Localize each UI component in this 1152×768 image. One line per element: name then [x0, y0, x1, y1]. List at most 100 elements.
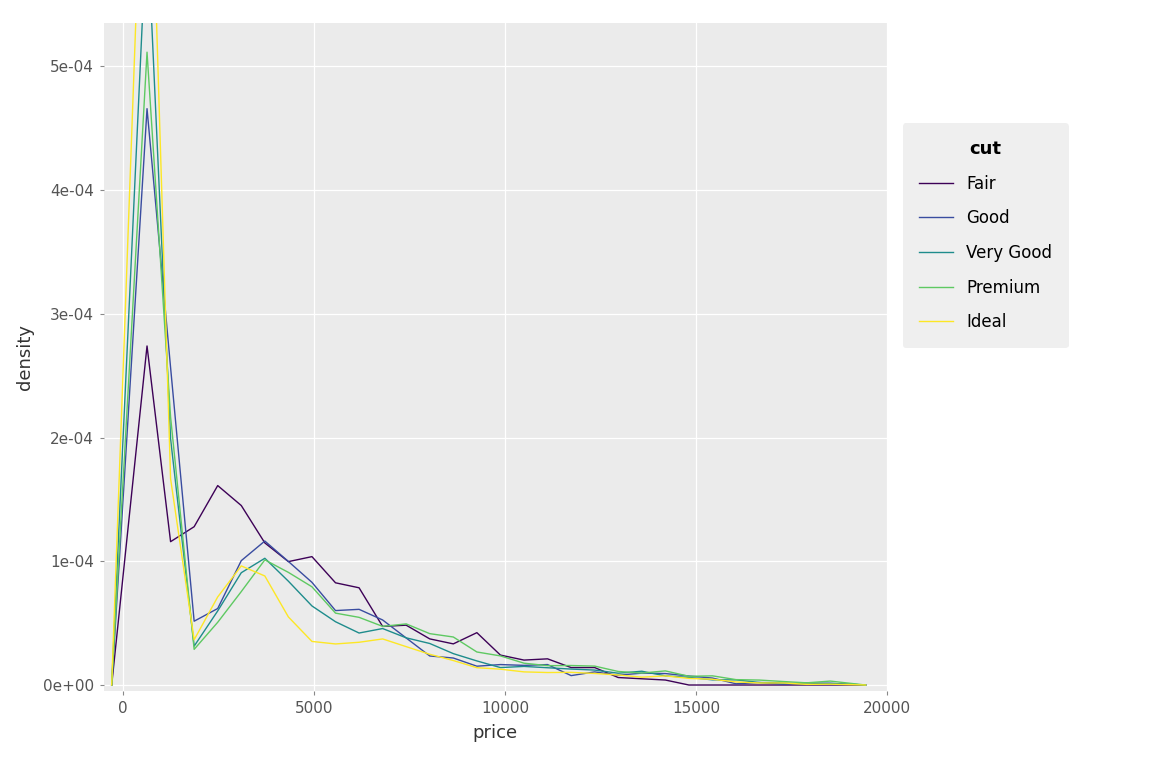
- Ideal: [211, 592, 225, 601]
- Fair: [540, 654, 554, 664]
- Line: Premium: Premium: [112, 52, 865, 685]
- Very Good: [659, 671, 673, 680]
- Good: [328, 606, 342, 615]
- Fair: [682, 680, 696, 690]
- Fair: [258, 538, 272, 548]
- Fair: [423, 634, 437, 644]
- Ideal: [105, 680, 119, 690]
- Ideal: [588, 669, 601, 678]
- Good: [564, 671, 578, 680]
- Fair: [281, 557, 295, 566]
- Fair: [799, 680, 813, 690]
- Premium: [858, 680, 872, 690]
- Premium: [752, 676, 766, 685]
- Ideal: [776, 678, 790, 687]
- Very Good: [400, 634, 414, 643]
- Line: Good: Good: [112, 108, 865, 685]
- Ideal: [752, 678, 766, 687]
- Good: [447, 654, 461, 663]
- Line: Very Good: Very Good: [112, 0, 865, 685]
- Ideal: [612, 670, 626, 680]
- Ideal: [470, 663, 484, 672]
- Premium: [635, 668, 649, 677]
- Good: [659, 669, 673, 678]
- Very Good: [164, 434, 177, 443]
- Premium: [353, 613, 366, 622]
- Premium: [105, 680, 119, 690]
- Very Good: [517, 662, 531, 671]
- Very Good: [493, 663, 507, 672]
- Fair: [470, 628, 484, 637]
- Fair: [376, 622, 389, 631]
- Very Good: [281, 577, 295, 586]
- Very Good: [211, 606, 225, 615]
- Fair: [705, 680, 719, 690]
- Premium: [376, 622, 389, 631]
- Good: [376, 615, 389, 624]
- Good: [612, 670, 626, 680]
- Ideal: [400, 642, 414, 651]
- Fair: [141, 341, 154, 350]
- Ideal: [682, 674, 696, 683]
- Good: [635, 668, 649, 677]
- Fair: [824, 680, 838, 690]
- Premium: [400, 619, 414, 628]
- Premium: [423, 629, 437, 638]
- Premium: [799, 678, 813, 687]
- Good: [824, 679, 838, 688]
- Premium: [682, 672, 696, 681]
- Very Good: [328, 617, 342, 627]
- Fair: [234, 501, 248, 510]
- Good: [470, 661, 484, 670]
- Premium: [517, 659, 531, 668]
- Ideal: [281, 612, 295, 621]
- Very Good: [305, 601, 319, 611]
- Ideal: [858, 680, 872, 690]
- Ideal: [423, 650, 437, 659]
- Ideal: [305, 637, 319, 646]
- Premium: [729, 675, 743, 684]
- Very Good: [752, 678, 766, 687]
- Fair: [517, 655, 531, 664]
- Good: [776, 680, 790, 689]
- Fair: [305, 552, 319, 561]
- Fair: [493, 650, 507, 660]
- Ideal: [164, 474, 177, 483]
- Premium: [141, 48, 154, 57]
- Ideal: [799, 680, 813, 689]
- Very Good: [447, 649, 461, 658]
- Ideal: [376, 634, 389, 644]
- Good: [423, 651, 437, 660]
- Fair: [635, 674, 649, 684]
- Good: [211, 604, 225, 613]
- Very Good: [612, 669, 626, 678]
- Premium: [447, 632, 461, 641]
- Premium: [258, 555, 272, 564]
- Good: [729, 679, 743, 688]
- Fair: [776, 680, 790, 690]
- Ideal: [517, 667, 531, 677]
- Legend: Fair, Good, Very Good, Premium, Ideal: Fair, Good, Very Good, Premium, Ideal: [903, 124, 1069, 348]
- Premium: [705, 671, 719, 680]
- Premium: [281, 568, 295, 577]
- Good: [588, 667, 601, 677]
- Very Good: [353, 628, 366, 637]
- Very Good: [540, 663, 554, 672]
- Premium: [328, 608, 342, 617]
- Very Good: [682, 673, 696, 682]
- Ideal: [729, 677, 743, 687]
- Good: [752, 678, 766, 687]
- Good: [141, 104, 154, 113]
- Fair: [858, 680, 872, 690]
- Premium: [824, 677, 838, 686]
- Very Good: [564, 664, 578, 674]
- Very Good: [858, 680, 872, 690]
- Premium: [540, 661, 554, 670]
- Ideal: [328, 639, 342, 648]
- Very Good: [635, 667, 649, 676]
- Ideal: [824, 680, 838, 689]
- Good: [258, 536, 272, 545]
- Premium: [659, 667, 673, 676]
- Fair: [564, 663, 578, 672]
- Fair: [211, 481, 225, 490]
